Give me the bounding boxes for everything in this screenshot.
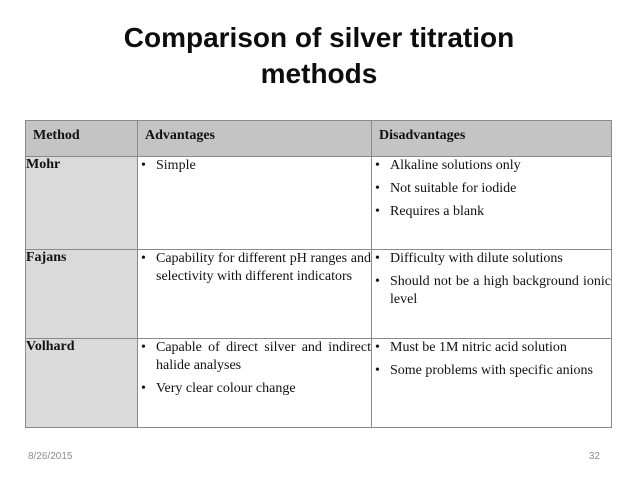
table-row: FajansCapability for different pH ranges…: [25, 249, 612, 339]
disadvantage-item: Difficulty with dilute solutions: [372, 250, 611, 268]
advantage-item: Simple: [138, 157, 371, 175]
header-advantages: Advantages: [137, 120, 372, 157]
disadvantages-list: Must be 1M nitric acid solution Some prob…: [372, 339, 611, 380]
disadvantage-item: Alkaline solutions only: [372, 157, 611, 175]
table-body: MohrSimpleAlkaline solutions only Not sui…: [25, 156, 612, 428]
disadvantages-list: Alkaline solutions only Not suitable for …: [372, 157, 611, 221]
advantages-list: Capable of direct silver and indirect ha…: [138, 339, 371, 398]
table-header-row: Method Advantages Disadvantages: [25, 120, 612, 157]
header-disadvantages: Disadvantages: [371, 120, 612, 157]
advantages-list: Simple: [138, 157, 371, 175]
slide-title-line-1: Comparison of silver titration: [123, 22, 515, 53]
page-number: 32: [588, 451, 600, 462]
disadvantage-item: Some problems with specific anions: [372, 362, 611, 380]
advantages-cell: Capability for different pH ranges and s…: [137, 249, 372, 339]
advantage-item: Very clear colour change: [138, 380, 371, 398]
method-name-cell: Fajans: [25, 249, 138, 339]
slide-title-line-2: methods: [260, 58, 378, 89]
disadvantages-cell: Difficulty with dilute solutions Should n…: [371, 249, 612, 339]
disadvantage-item: Must be 1M nitric acid solution: [372, 339, 611, 357]
slide-title: Comparison of silver titration methods: [0, 20, 638, 92]
header-method: Method: [25, 120, 138, 157]
disadvantages-list: Difficulty with dilute solutions Should n…: [372, 250, 611, 309]
footer-date: 8/26/2015: [28, 451, 73, 462]
advantage-item: Capable of direct silver and indirect ha…: [138, 339, 371, 375]
table-row: MohrSimpleAlkaline solutions only Not sui…: [25, 156, 612, 250]
table-row: VolhardCapable of direct silver and indi…: [25, 338, 612, 428]
method-name-cell: Volhard: [25, 338, 138, 428]
disadvantage-item: Not suitable for iodide: [372, 180, 611, 198]
advantages-list: Capability for different pH ranges and s…: [138, 250, 371, 286]
method-name-cell: Mohr: [25, 156, 138, 250]
comparison-table: Method Advantages Disadvantages MohrSimp…: [25, 120, 612, 428]
advantages-cell: Capable of direct silver and indirect ha…: [137, 338, 372, 428]
advantages-cell: Simple: [137, 156, 372, 250]
disadvantage-item: Should not be a high background ionic le…: [372, 273, 611, 309]
advantage-item: Capability for different pH ranges and s…: [138, 250, 371, 286]
disadvantages-cell: Must be 1M nitric acid solution Some prob…: [371, 338, 612, 428]
disadvantage-item: Requires a blank: [372, 203, 611, 221]
disadvantages-cell: Alkaline solutions only Not suitable for …: [371, 156, 612, 250]
